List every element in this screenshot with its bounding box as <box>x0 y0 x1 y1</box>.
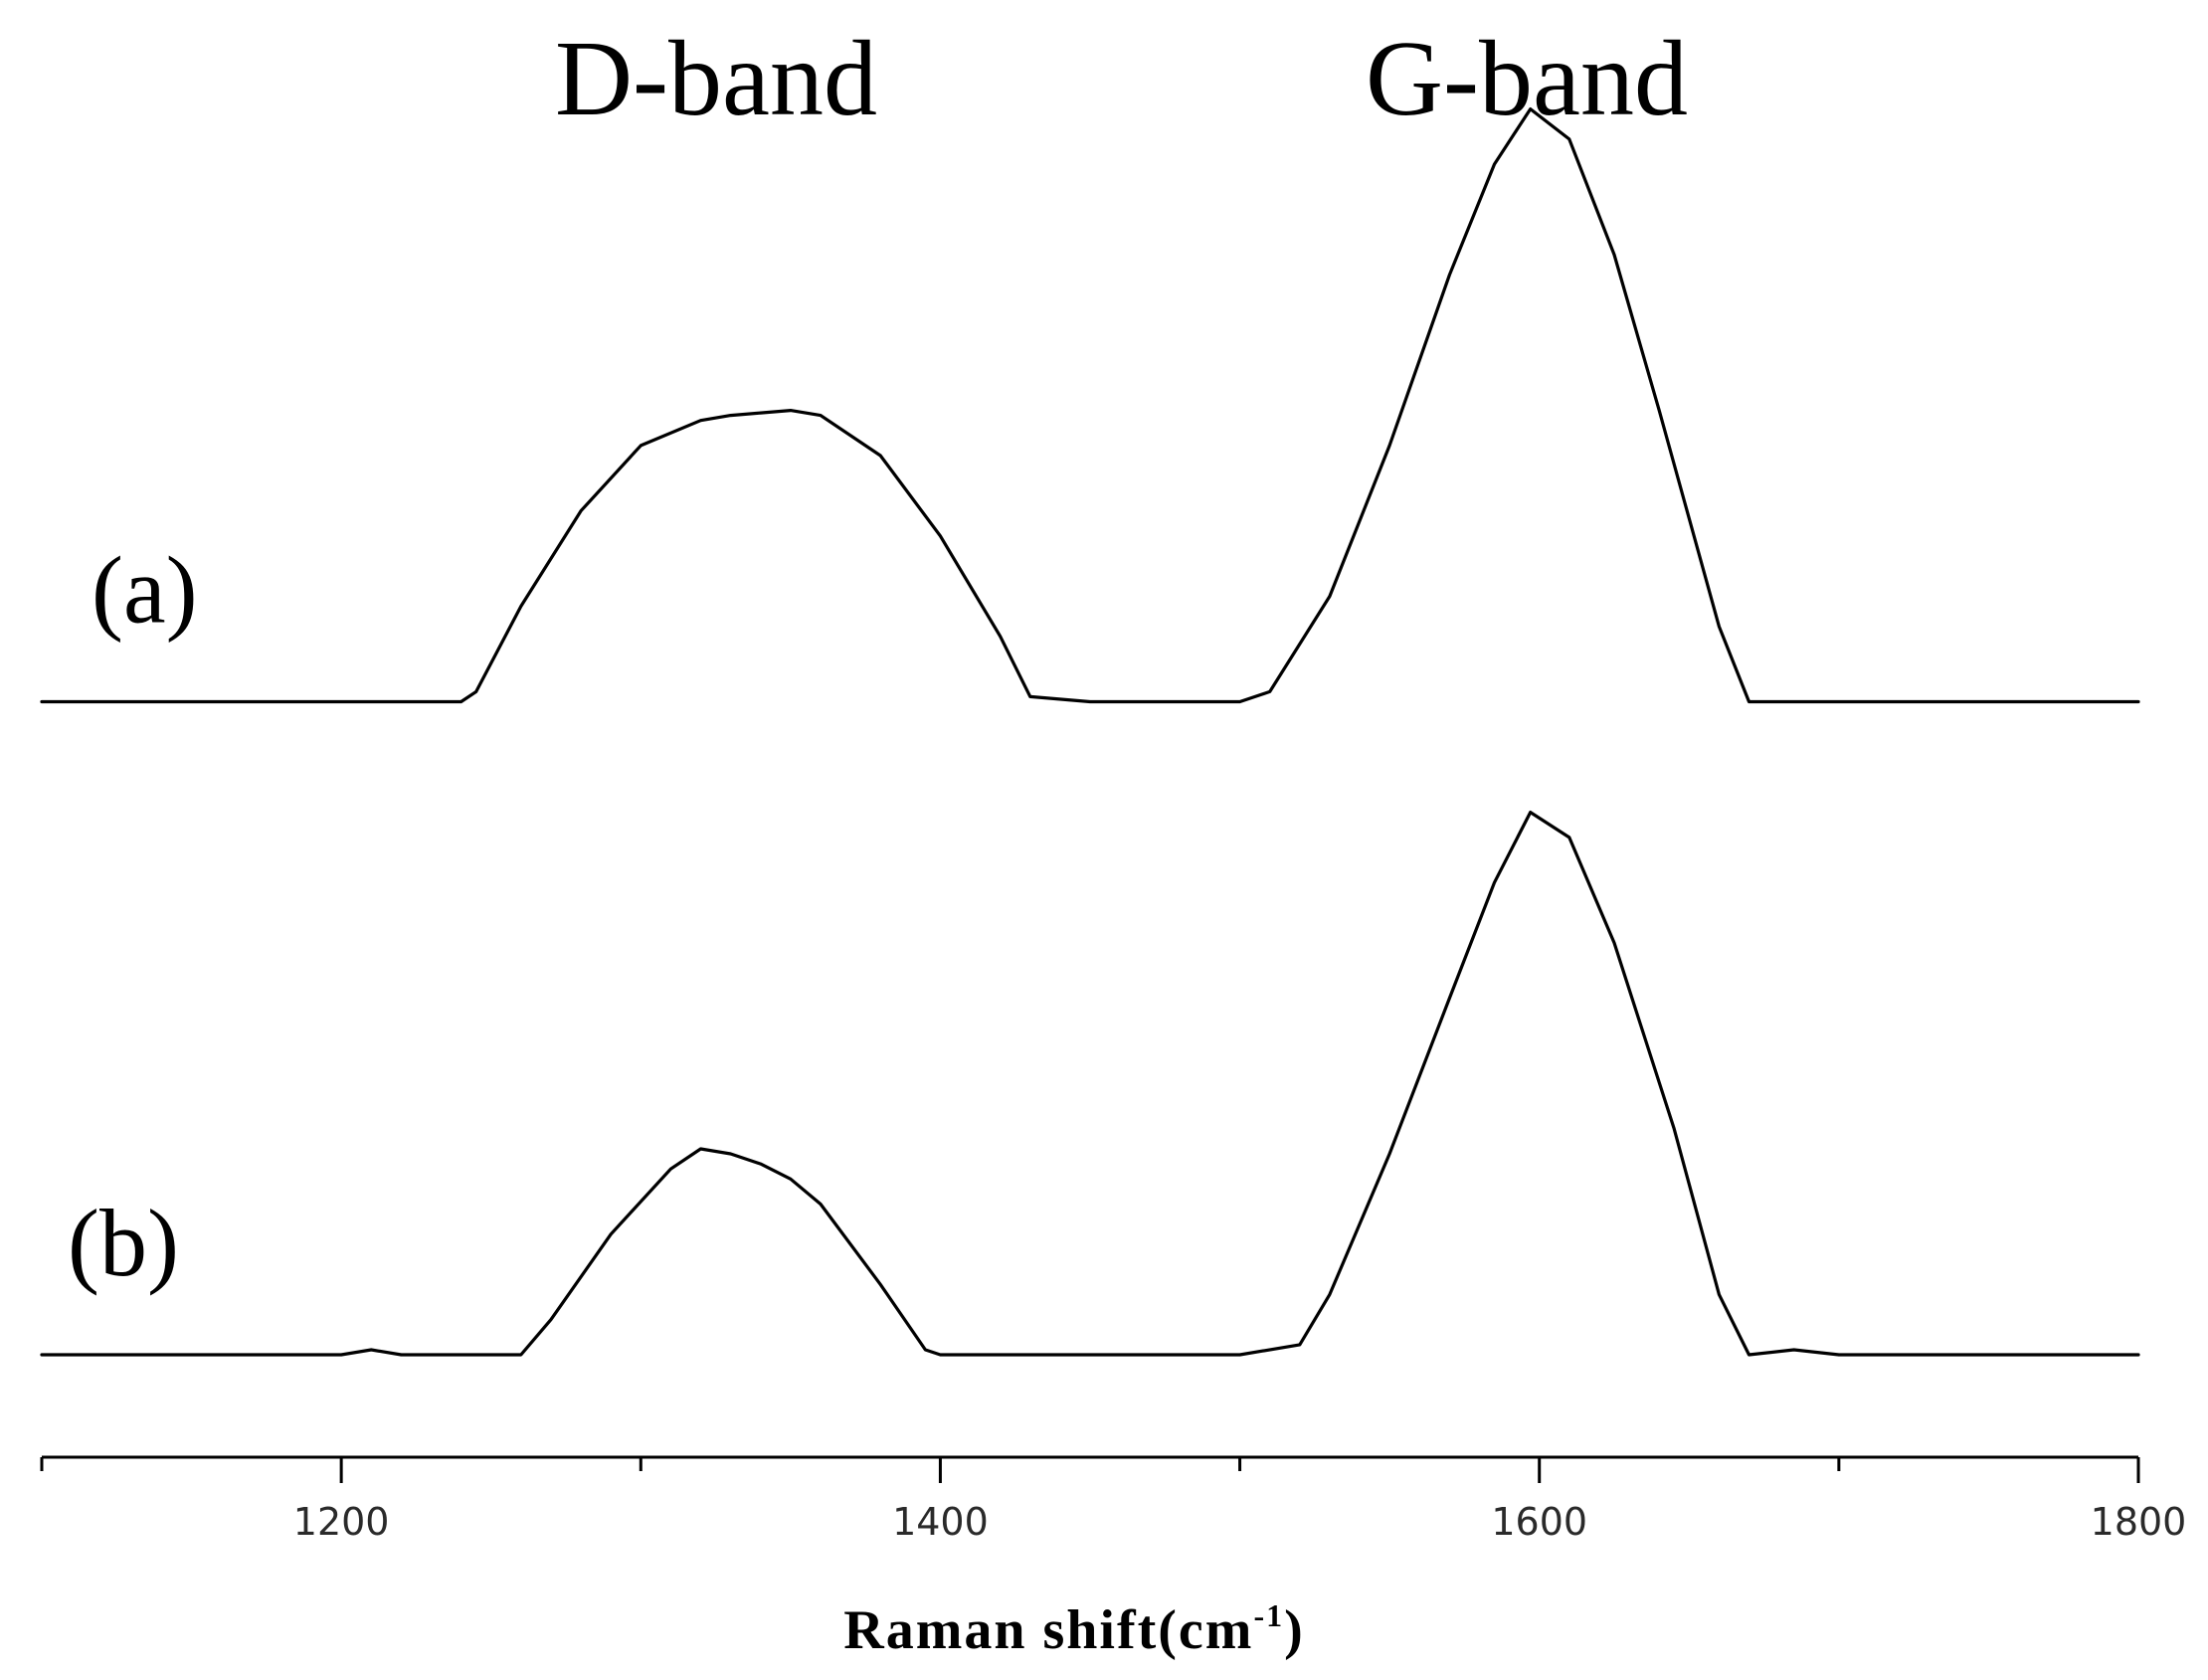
d-band-annotation: D-band <box>555 20 877 138</box>
trace-label-1: (b) <box>68 1190 179 1296</box>
x-tick-label: 1800 <box>2091 1500 2187 1544</box>
x-tick-label: 1600 <box>1491 1500 1587 1544</box>
g-band-annotation: G-band <box>1366 20 1688 138</box>
spectrum-traces: (a) (b) <box>40 107 2140 1357</box>
trace-label-0: (a) <box>92 537 198 644</box>
x-axis-title: Raman shift(cm-1) <box>843 1597 1305 1661</box>
x-axis-ticks: 1200 1400 1600 1800 <box>40 1457 2187 1544</box>
x-tick-label: 1400 <box>892 1500 989 1544</box>
x-tick-label: 1200 <box>293 1500 390 1544</box>
spectrum-line-1 <box>40 811 2140 1357</box>
spectrum-line-0 <box>40 107 2140 704</box>
